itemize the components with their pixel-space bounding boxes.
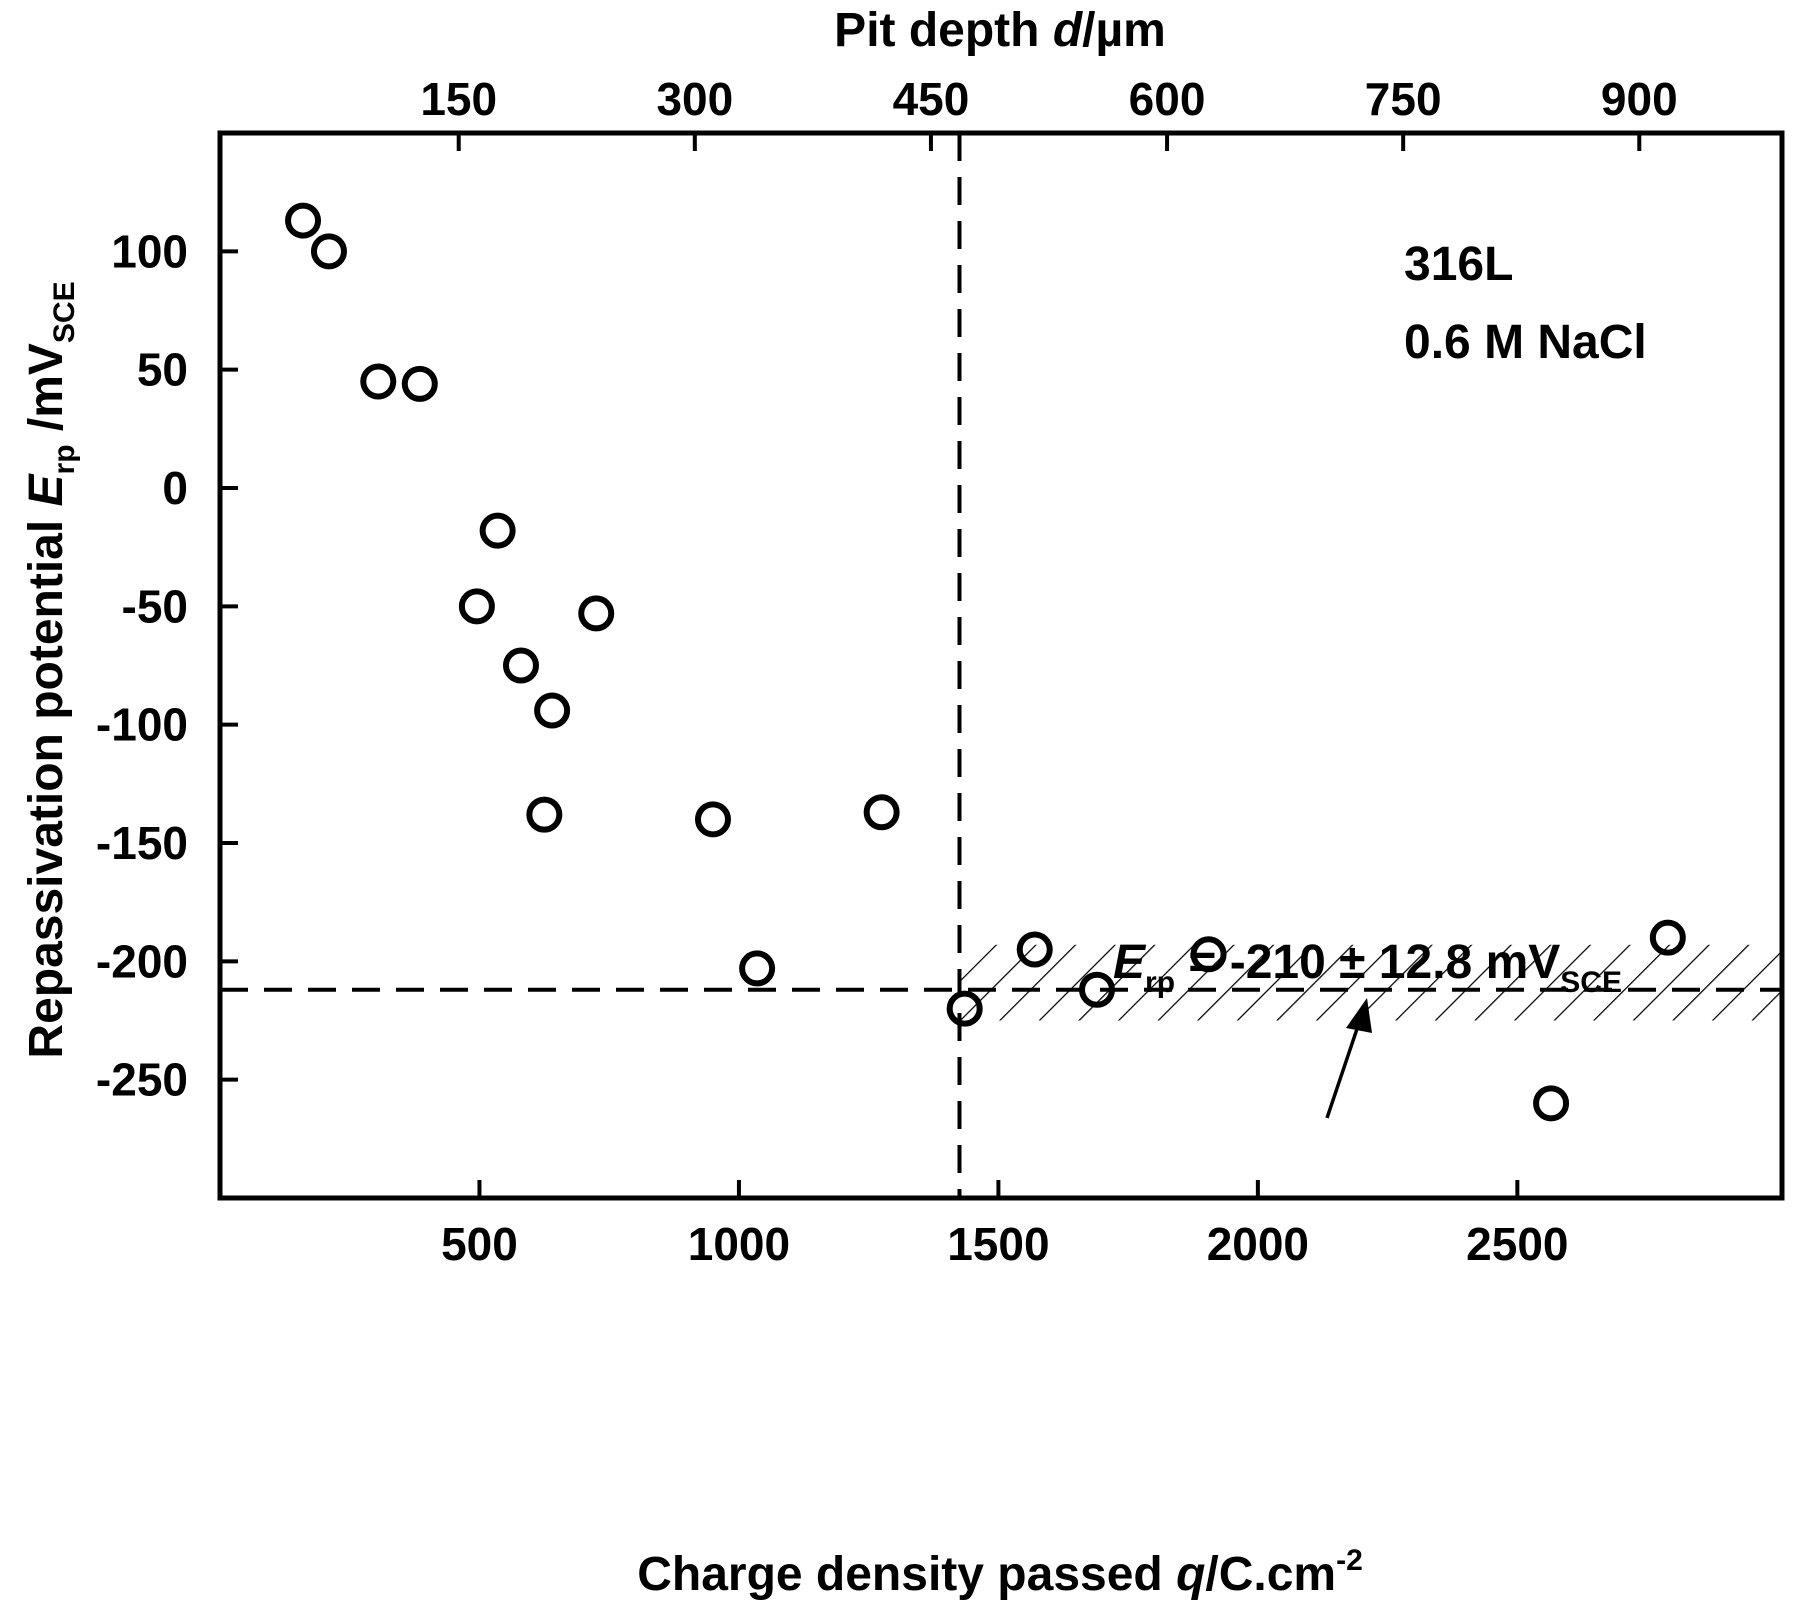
top-tick-label-750: 750: [1365, 73, 1442, 125]
y-tick-label-50: 50: [137, 344, 188, 396]
y-tick-label--100: -100: [96, 699, 188, 751]
data-point-6: [458, 588, 495, 625]
x-axis-bottom: 500 1000 1500 2000 2500: [441, 1180, 1569, 1270]
band-label: Erp = -210 ± 12.8 mVSCE: [1113, 936, 1622, 999]
top-tick-label-300: 300: [656, 73, 733, 125]
data-point-18: [1533, 1085, 1570, 1122]
data-point-4: [401, 365, 438, 402]
y-tick-label--250: -250: [96, 1054, 188, 1106]
confidence-band: [959, 944, 1782, 1021]
data-point-15: [1016, 931, 1053, 968]
data-points: [285, 202, 1686, 1122]
y-axis: 100 50 0 -50 -100 -150 -200 -250: [96, 225, 238, 1106]
solution-label: 0.6 M NaCl: [1404, 316, 1647, 369]
x-axis-title-bottom: Charge density passed q/C.cm-2: [637, 1544, 1363, 1601]
data-point-1: [285, 202, 322, 239]
data-point-8: [502, 647, 539, 684]
y-tick-label-0: 0: [162, 462, 188, 514]
band-label-arrow: [1325, 998, 1372, 1119]
data-point-3: [360, 363, 397, 400]
data-point-10: [526, 796, 563, 833]
y-tick-label--50: -50: [122, 580, 188, 632]
x-tick-label-2000: 2000: [1207, 1218, 1309, 1270]
y-tick-label-100: 100: [111, 225, 188, 277]
x-tick-label-1500: 1500: [947, 1218, 1049, 1270]
data-point-7: [578, 595, 615, 632]
top-tick-label-600: 600: [1129, 73, 1206, 125]
data-point-14: [946, 990, 983, 1027]
top-tick-label-450: 450: [893, 73, 970, 125]
top-tick-label-150: 150: [420, 73, 497, 125]
data-point-16: [1079, 971, 1116, 1008]
data-point-19: [1649, 919, 1686, 956]
x-axis-top: 150 300 450 600 750 900: [420, 73, 1678, 151]
data-point-9: [534, 692, 571, 729]
x-tick-label-2500: 2500: [1466, 1218, 1568, 1270]
y-tick-label--200: -200: [96, 935, 188, 987]
material-label: 316L: [1404, 238, 1513, 291]
data-point-5: [479, 512, 516, 549]
data-point-17: [1190, 936, 1227, 973]
x-tick-label-500: 500: [441, 1218, 518, 1270]
data-point-11: [694, 801, 731, 838]
data-point-13: [739, 950, 776, 987]
data-point-2: [310, 233, 347, 270]
y-tick-label--150: -150: [96, 817, 188, 869]
y-axis-title: Repassivation potential Erp /mVSCE: [20, 281, 81, 1058]
plot-frame: [217, 130, 1785, 1201]
data-point-12: [863, 794, 900, 831]
x-axis-title-top: Pit depth d/µm: [834, 4, 1166, 57]
top-tick-label-900: 900: [1601, 73, 1678, 125]
x-tick-label-1000: 1000: [688, 1218, 790, 1270]
